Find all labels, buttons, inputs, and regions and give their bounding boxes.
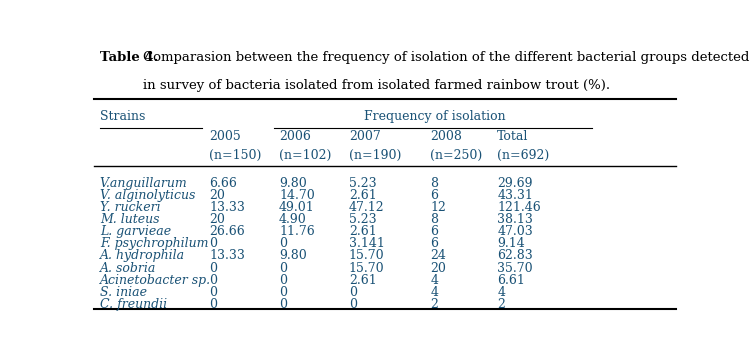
Text: (n=150): (n=150) [209, 149, 261, 162]
Text: 0: 0 [209, 262, 217, 275]
Text: 12: 12 [430, 201, 446, 214]
Text: 4.90: 4.90 [279, 213, 306, 226]
Text: 2.61: 2.61 [348, 189, 376, 202]
Text: 2007: 2007 [348, 130, 381, 143]
Text: 2005: 2005 [209, 130, 241, 143]
Text: 121.46: 121.46 [497, 201, 541, 214]
Text: 0: 0 [279, 298, 287, 311]
Text: (n=692): (n=692) [497, 149, 550, 162]
Text: 0: 0 [209, 298, 217, 311]
Text: S. iniae: S. iniae [100, 286, 146, 299]
Text: Y. ruckeri: Y. ruckeri [100, 201, 160, 214]
Text: 0: 0 [348, 298, 357, 311]
Text: Table 4.: Table 4. [100, 51, 158, 64]
Text: 15.70: 15.70 [348, 250, 385, 262]
Text: 6.66: 6.66 [209, 176, 237, 190]
Text: 2008: 2008 [430, 130, 462, 143]
Text: 3.141: 3.141 [348, 237, 385, 250]
Text: 13.33: 13.33 [209, 201, 245, 214]
Text: 14.70: 14.70 [279, 189, 315, 202]
Text: 0: 0 [209, 286, 217, 299]
Text: 20: 20 [209, 213, 225, 226]
Text: 4: 4 [430, 286, 439, 299]
Text: L. garvieae: L. garvieae [100, 225, 170, 238]
Text: 0: 0 [209, 274, 217, 287]
Text: Comparasion between the frequency of isolation of the different bacterial groups: Comparasion between the frequency of iso… [143, 51, 749, 64]
Text: 29.69: 29.69 [497, 176, 532, 190]
Text: 2.61: 2.61 [348, 274, 376, 287]
Text: C. freundii: C. freundii [100, 298, 167, 311]
Text: A. hydrophila: A. hydrophila [100, 250, 185, 262]
Text: 4: 4 [497, 286, 505, 299]
Text: 2.61: 2.61 [348, 225, 376, 238]
Text: 0: 0 [279, 274, 287, 287]
Text: 47.12: 47.12 [348, 201, 385, 214]
Text: 2: 2 [430, 298, 438, 311]
Text: 2006: 2006 [279, 130, 311, 143]
Text: 5.23: 5.23 [348, 213, 376, 226]
Text: 62.83: 62.83 [497, 250, 533, 262]
Text: A. sobria: A. sobria [100, 262, 156, 275]
Text: 15.70: 15.70 [348, 262, 385, 275]
Text: 9.80: 9.80 [279, 176, 306, 190]
Text: in survey of bacteria isolated from isolated farmed rainbow trout (%).: in survey of bacteria isolated from isol… [143, 79, 611, 92]
Text: 43.31: 43.31 [497, 189, 533, 202]
Text: F. psychrophilum: F. psychrophilum [100, 237, 208, 250]
Text: 26.66: 26.66 [209, 225, 245, 238]
Text: 11.76: 11.76 [279, 225, 315, 238]
Text: Acinetobacter sp.: Acinetobacter sp. [100, 274, 211, 287]
Text: 6: 6 [430, 225, 439, 238]
Text: 13.33: 13.33 [209, 250, 245, 262]
Text: 0: 0 [279, 286, 287, 299]
Text: 24: 24 [430, 250, 446, 262]
Text: 38.13: 38.13 [497, 213, 533, 226]
Text: 0: 0 [209, 237, 217, 250]
Text: 0: 0 [348, 286, 357, 299]
Text: 9.14: 9.14 [497, 237, 525, 250]
Text: 2: 2 [497, 298, 505, 311]
Text: 0: 0 [279, 237, 287, 250]
Text: 0: 0 [279, 262, 287, 275]
Text: (n=102): (n=102) [279, 149, 331, 162]
Text: 4: 4 [430, 274, 439, 287]
Text: Strains: Strains [100, 111, 145, 124]
Text: (n=250): (n=250) [430, 149, 483, 162]
Text: V. alginolyticus: V. alginolyticus [100, 189, 195, 202]
Text: 49.01: 49.01 [279, 201, 315, 214]
Text: 20: 20 [430, 262, 446, 275]
Text: Frequency of isolation: Frequency of isolation [363, 111, 505, 124]
Text: (n=190): (n=190) [348, 149, 401, 162]
Text: M. luteus: M. luteus [100, 213, 159, 226]
Text: 20: 20 [209, 189, 225, 202]
Text: Total: Total [497, 130, 529, 143]
Text: 35.70: 35.70 [497, 262, 533, 275]
Text: 9.80: 9.80 [279, 250, 306, 262]
Text: V.anguillarum: V.anguillarum [100, 176, 188, 190]
Text: 8: 8 [430, 213, 439, 226]
Text: 47.03: 47.03 [497, 225, 533, 238]
Text: 8: 8 [430, 176, 439, 190]
Text: 6.61: 6.61 [497, 274, 525, 287]
Text: 5.23: 5.23 [348, 176, 376, 190]
Text: 6: 6 [430, 189, 439, 202]
Text: 6: 6 [430, 237, 439, 250]
